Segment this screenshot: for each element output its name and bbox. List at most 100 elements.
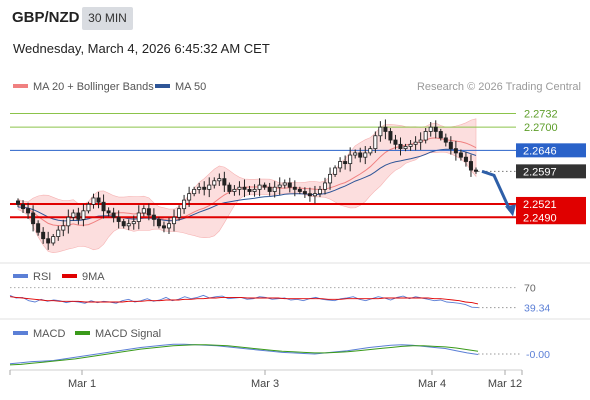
candle: [418, 139, 423, 143]
candle: [212, 180, 217, 186]
candle: [56, 229, 61, 237]
candle: [328, 173, 333, 184]
candle: [443, 137, 448, 143]
candle: [61, 225, 66, 231]
candle: [473, 169, 478, 172]
candle: [413, 141, 418, 145]
timeframe-badge[interactable]: 30 MIN: [82, 7, 133, 30]
candle: [373, 135, 378, 150]
candle: [96, 197, 101, 203]
macd-signal-line: [9, 344, 479, 366]
last-price-label: 2.2597: [523, 166, 557, 178]
rsi-panel: 70 39.34: [9, 283, 550, 315]
candle: [182, 199, 187, 210]
candle: [76, 212, 81, 220]
bollinger-band: [17, 118, 477, 254]
candle: [187, 193, 192, 201]
candle: [348, 154, 353, 165]
candle: [282, 182, 287, 186]
candle: [257, 184, 262, 190]
support-level-tag: [516, 210, 586, 225]
candle: [383, 126, 388, 132]
candle: [121, 221, 126, 227]
support-level-label: 2.2490: [523, 212, 557, 224]
candle: [287, 182, 292, 188]
x-tick-label: Mar 1: [68, 378, 96, 390]
candle: [116, 216, 121, 222]
candle: [111, 212, 116, 218]
macd-tick-label: -0.00: [526, 349, 550, 361]
candle: [151, 214, 156, 220]
candle: [393, 139, 398, 145]
macd-panel: -0.00: [9, 343, 550, 366]
candle: [156, 218, 161, 227]
candle: [463, 156, 468, 162]
candle: [423, 131, 428, 141]
projection-arrowhead: [505, 204, 516, 217]
candle: [317, 188, 322, 195]
candle: [197, 186, 202, 190]
candle: [46, 238, 51, 244]
candle: [71, 212, 76, 218]
candle: [408, 143, 413, 147]
candle: [222, 178, 227, 186]
candle: [307, 193, 312, 197]
candle: [297, 188, 302, 192]
candle: [177, 208, 182, 218]
candle: [242, 186, 247, 190]
candle: [141, 208, 146, 214]
candle: [136, 212, 141, 222]
candle: [262, 184, 267, 188]
rsi-legend-swatch: [13, 274, 28, 278]
candle: [207, 184, 212, 190]
candle: [312, 193, 317, 197]
resistance-level-label: 2.2732: [524, 108, 558, 120]
candle: [302, 191, 307, 195]
candle: [252, 188, 257, 192]
chart-datetime: Wednesday, March 4, 2026 6:45:32 AM CET: [13, 41, 270, 56]
candle: [227, 184, 232, 192]
candle: [51, 236, 56, 244]
resistance-level-label: 2.2700: [524, 122, 558, 134]
last-price-tag: [516, 164, 586, 179]
rsi-tick-label: 70: [524, 283, 536, 295]
x-axis: Mar 1 Mar 3 Mar 4 Mar 12: [9, 370, 523, 390]
candle: [161, 225, 166, 229]
macd-signal-legend-label: MACD Signal: [95, 328, 161, 340]
rsi-ma-line: [9, 296, 479, 305]
candle: [202, 186, 207, 190]
candle: [388, 131, 393, 141]
candle: [166, 223, 171, 229]
rsi-tick-label: 39.34: [524, 303, 550, 315]
candle: [26, 208, 31, 214]
candle: [277, 184, 282, 188]
candle: [91, 197, 96, 205]
candle: [448, 141, 453, 150]
candle: [232, 188, 237, 192]
candle: [272, 186, 277, 192]
candle: [353, 152, 358, 156]
candle: [378, 126, 383, 137]
candle: [338, 161, 343, 169]
candle: [41, 231, 46, 240]
macd-line: [9, 343, 479, 365]
candle: [368, 148, 373, 154]
candle: [217, 178, 222, 182]
x-tick-label: Mar 4: [418, 378, 446, 390]
ma50-legend-swatch: [155, 84, 170, 88]
candle: [86, 203, 91, 212]
candle: [126, 223, 131, 227]
support-level-tag: [516, 196, 586, 211]
candle: [468, 161, 473, 171]
rsi-ma-legend-label: 9MA: [82, 271, 105, 283]
candle: [403, 146, 408, 150]
macd-signal-legend-swatch: [75, 331, 90, 335]
candle: [81, 210, 86, 220]
candle: [131, 221, 136, 225]
support-level-label: 2.2521: [523, 199, 557, 211]
candle: [438, 131, 443, 139]
candle: [192, 188, 197, 195]
candle: [106, 210, 111, 214]
